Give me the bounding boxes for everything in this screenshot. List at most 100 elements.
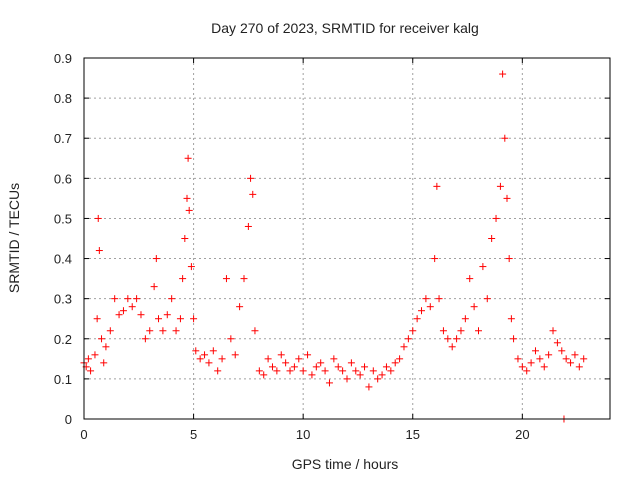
data-point (163, 311, 171, 319)
data-point (466, 275, 474, 283)
data-point (422, 295, 430, 303)
x-tick-label: 20 (515, 427, 529, 442)
data-point (475, 327, 482, 335)
data-point (347, 359, 355, 367)
data-point (558, 347, 566, 355)
data-point (214, 367, 222, 375)
data-point (183, 194, 191, 202)
data-point (496, 182, 504, 190)
data-point (111, 295, 119, 303)
data-point (128, 303, 136, 311)
y-tick-label: 0.7 (54, 131, 72, 146)
data-point (184, 154, 192, 162)
data-point (527, 359, 535, 367)
data-point (190, 315, 198, 323)
data-point (470, 303, 478, 311)
data-point (448, 343, 456, 351)
data-point (505, 255, 513, 263)
data-point (518, 363, 526, 371)
data-point (115, 311, 123, 319)
y-tick-label: 0.5 (54, 211, 72, 226)
data-point (457, 327, 465, 335)
data-point (461, 315, 469, 323)
data-point (531, 347, 539, 355)
data-point (503, 194, 511, 202)
data-point (334, 363, 342, 371)
gridlines (84, 58, 610, 419)
data-point (227, 335, 235, 343)
chart-title: Day 270 of 2023, SRMTID for receiver kal… (211, 20, 479, 36)
data-point (540, 363, 548, 371)
data-point (249, 190, 257, 198)
data-point (435, 295, 443, 303)
x-tick-label: 15 (406, 427, 420, 442)
data-point (433, 182, 441, 190)
data-point (365, 383, 373, 391)
data-point (155, 315, 163, 323)
data-point (418, 307, 426, 315)
data-point (439, 327, 447, 335)
data-point (124, 295, 132, 303)
data-point (343, 375, 351, 383)
y-tick-label: 0.1 (54, 372, 72, 387)
data-point (295, 355, 303, 363)
data-point (181, 235, 189, 242)
data-point (236, 303, 244, 311)
data-point (369, 367, 377, 375)
data-point (304, 351, 312, 359)
data-point (356, 371, 364, 379)
data-point (255, 367, 263, 375)
data-point (87, 367, 95, 375)
y-tick-label: 0.2 (54, 332, 72, 347)
data-point (205, 359, 213, 367)
data-point (102, 343, 110, 351)
plot-frame (83, 57, 611, 420)
y-tick-label: 0.9 (54, 51, 72, 66)
data-point (312, 363, 320, 371)
data-point (209, 347, 217, 355)
data-point (192, 347, 200, 355)
data-point (146, 327, 154, 335)
data-point (282, 359, 290, 367)
y-axis-label: SRMTID / TECUs (6, 183, 22, 293)
data-point (93, 315, 101, 323)
data-point (400, 343, 408, 351)
data-point (152, 255, 160, 263)
data-points (80, 70, 588, 423)
x-axis-label: GPS time / hours (292, 456, 399, 472)
data-point (549, 327, 557, 335)
data-point (244, 222, 252, 230)
data-point (251, 327, 259, 335)
data-point (231, 351, 239, 359)
y-tick-label: 0.3 (54, 292, 72, 307)
data-point (187, 263, 195, 271)
data-point (196, 355, 204, 363)
data-point (179, 275, 187, 283)
data-point (290, 363, 298, 371)
data-point (247, 174, 255, 182)
y-tick-label: 0.8 (54, 91, 72, 106)
data-point (150, 283, 158, 291)
data-point (479, 263, 487, 271)
data-point (536, 355, 544, 363)
data-point (339, 367, 347, 375)
data-point (273, 367, 281, 375)
data-point (545, 351, 553, 359)
y-tick-label: 0 (65, 412, 72, 427)
data-point (453, 335, 461, 343)
data-point (426, 303, 434, 311)
x-axis-ticks: 0 5 10 15 20 (80, 58, 530, 442)
data-point (374, 375, 382, 383)
data-point (404, 335, 412, 343)
data-point (523, 367, 531, 375)
data-point (222, 275, 230, 283)
data-point (286, 367, 294, 375)
data-point (510, 335, 518, 343)
y-axis-ticks: 0 0.1 0.2 0.3 0.4 0.5 0.6 0.7 0.8 0.9 (54, 51, 610, 427)
data-point (492, 214, 500, 222)
data-point (133, 295, 141, 303)
data-point (499, 70, 507, 78)
data-point (84, 355, 92, 363)
data-point (98, 335, 106, 343)
